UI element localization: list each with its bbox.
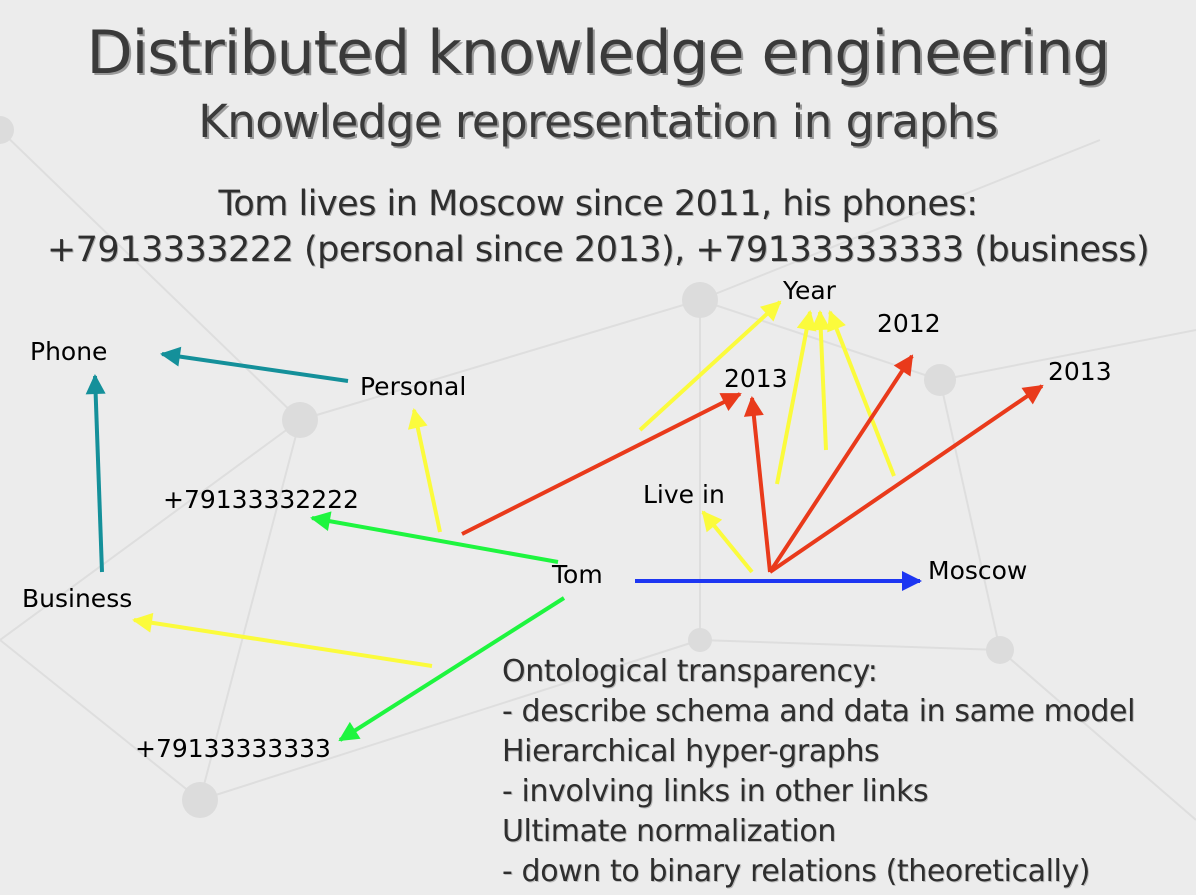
edge-2013-link-to-year bbox=[638, 300, 782, 432]
edge-live-link-to-2013-b bbox=[768, 384, 1044, 574]
edge-live-link-to-2012 bbox=[768, 354, 914, 574]
node-personal-number: +79133332222 bbox=[163, 485, 359, 514]
edge-personal-to-phone bbox=[160, 346, 349, 383]
node-year-2012: 2012 bbox=[877, 309, 941, 338]
statement-line-2: +7913333222 (personal since 2013), +7913… bbox=[46, 230, 1150, 270]
edge-year-link-b bbox=[810, 310, 831, 451]
node-year-2013-a: 2013 bbox=[724, 364, 788, 393]
note-line: - describe schema and data in same model bbox=[502, 694, 1136, 729]
node-business: Business bbox=[22, 584, 133, 613]
statement-line-1: Tom lives in Moscow since 2011, his phon… bbox=[218, 184, 978, 224]
edge-year-link-a bbox=[775, 310, 817, 485]
note-line: - involving links in other links bbox=[502, 774, 929, 809]
edge-business-link-to-business bbox=[132, 612, 433, 668]
notes-block: Ontological transparency: - describe sch… bbox=[502, 652, 1135, 892]
node-year-2013-b: 2013 bbox=[1048, 357, 1112, 386]
slide-subtitle: Knowledge representation in graphs bbox=[198, 95, 998, 148]
edge-live-link-to-2013 bbox=[743, 396, 772, 573]
note-line: - down to binary relations (theoreticall… bbox=[502, 854, 1091, 889]
node-phone: Phone bbox=[30, 337, 108, 366]
node-moscow: Moscow bbox=[928, 556, 1028, 585]
node-year: Year bbox=[783, 276, 836, 305]
note-line: Ultimate normalization bbox=[502, 814, 837, 849]
edge-personal-link-to-personal bbox=[407, 408, 442, 533]
note-line: Ontological transparency: bbox=[502, 654, 878, 689]
edge-business-to-phone bbox=[85, 374, 106, 573]
edge-live-in-link-to-live-in bbox=[701, 510, 754, 574]
node-live-in: Live in bbox=[643, 480, 725, 509]
edge-tom-to-personal-number bbox=[310, 511, 559, 564]
edge-year-link-c bbox=[827, 310, 896, 477]
node-personal: Personal bbox=[360, 372, 467, 401]
node-tom: Tom bbox=[552, 560, 603, 589]
edge-personal-link-to-2013 bbox=[461, 392, 742, 536]
slide-title: Distributed knowledge engineering bbox=[86, 18, 1110, 88]
note-line: Hierarchical hyper-graphs bbox=[502, 734, 880, 769]
node-business-number: +79133333333 bbox=[135, 734, 331, 763]
edge-tom-to-business-number bbox=[338, 596, 566, 742]
